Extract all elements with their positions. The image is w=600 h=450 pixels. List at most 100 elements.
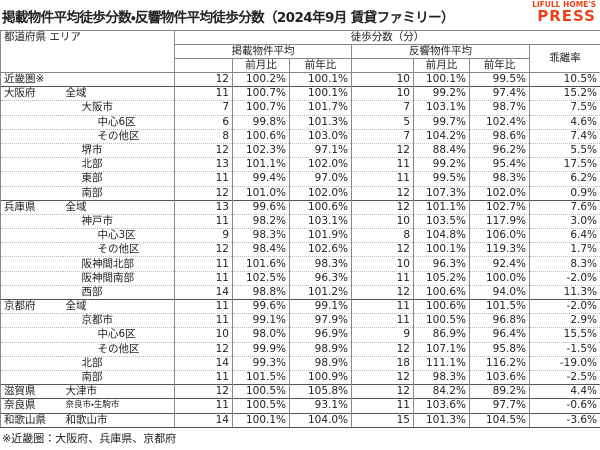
value-cell: 104.2%: [413, 128, 470, 144]
area: 全域: [62, 86, 175, 101]
prefecture: [0, 157, 63, 172]
value-cell: 103.5%: [413, 213, 470, 229]
value-cell: -1.5%: [529, 341, 600, 357]
value-cell: 11: [174, 313, 233, 328]
value-cell: 84.2%: [413, 384, 470, 399]
header-cell: 前年比: [289, 58, 352, 73]
prefecture: [0, 284, 63, 300]
header-cell: 前月比: [413, 58, 470, 73]
table-row: 阪神間北部 11 101.6% 98.3% 10 96.3% 92.4% 8.3%: [0, 256, 600, 272]
value-cell: 8: [351, 228, 414, 243]
value-cell: 107.3%: [413, 185, 470, 201]
table-row: 兵庫県 全域 13 99.6% 100.6% 12 101.1% 102.7% 7.6%: [0, 199, 600, 215]
value-cell: 10: [351, 71, 414, 87]
value-cell: 11: [174, 86, 233, 101]
value-cell: 6.4%: [529, 228, 600, 243]
area: 大阪市: [62, 100, 175, 116]
table-body: 近畿圏※ 12 100.2% 100.1% 10 100.1% 99.5% 10.5% 大阪府全…: [0, 71, 600, 428]
value-cell: 99.4%: [232, 171, 290, 186]
value-cell: 11: [351, 157, 414, 172]
value-cell: 12: [174, 185, 233, 201]
value-cell: 100.6%: [413, 284, 470, 300]
value-cell: 12: [351, 341, 414, 357]
value-cell: 12: [174, 142, 233, 158]
value-cell: 6.2%: [529, 171, 600, 186]
value-cell: 12: [351, 199, 414, 215]
value-cell: 98.3%: [289, 256, 352, 272]
value-cell: 15.2%: [529, 86, 600, 101]
area: 北部: [62, 157, 175, 172]
table-row: 東部 11 99.4% 97.0% 11 99.5% 98.3% 6.2%: [0, 171, 600, 186]
value-cell: 99.1%: [232, 313, 290, 328]
value-cell: 12: [351, 185, 414, 201]
value-cell: 98.0%: [232, 327, 290, 343]
table-row: 中心3区 9 98.3% 101.9% 8 104.8% 106.0% 6.4%: [0, 228, 600, 243]
value-cell: 100.6%: [289, 199, 352, 215]
header-cell: 掲載物件平均: [174, 44, 352, 59]
value-cell: 100.5%: [232, 398, 290, 413]
value-cell: 99.2%: [413, 86, 470, 101]
value-cell: 88.4%: [413, 142, 470, 158]
value-cell: 95.4%: [469, 157, 530, 172]
value-cell: 100.2%: [232, 71, 290, 87]
value-cell: -2.0%: [529, 298, 600, 314]
table-row: 南部 11 101.5% 100.9% 12 98.3% 103.6% -2.5%: [0, 369, 600, 385]
value-cell: 103.6%: [469, 369, 530, 385]
value-cell: 99.5%: [469, 71, 530, 87]
area: 阪神間南部: [62, 270, 175, 286]
value-cell: 9: [174, 228, 233, 243]
value-cell: 12: [351, 242, 414, 257]
value-cell: 99.3%: [232, 355, 290, 371]
area: その他区: [62, 242, 175, 257]
prefecture: [0, 341, 63, 357]
value-cell: 14: [174, 355, 233, 371]
value-cell: 97.7%: [469, 398, 530, 413]
value-cell: 86.9%: [413, 327, 470, 343]
value-cell: 98.7%: [469, 100, 530, 116]
value-cell: 11: [174, 270, 233, 286]
value-cell: 100.1%: [413, 71, 470, 87]
value-cell: 12: [351, 384, 414, 399]
value-cell: -2.0%: [529, 270, 600, 286]
footnote: ※近畿圏：大阪府、兵庫県、京都府: [2, 432, 177, 445]
value-cell: 100.1%: [289, 86, 352, 101]
value-cell: 11: [351, 171, 414, 186]
value-cell: 102.3%: [232, 142, 290, 158]
value-cell: 99.6%: [232, 199, 290, 215]
area: 南部: [62, 369, 175, 385]
value-cell: 5: [351, 114, 414, 130]
prefecture: [0, 171, 63, 186]
value-cell: 7: [174, 100, 233, 116]
value-cell: 96.4%: [469, 327, 530, 343]
value-cell: 100.6%: [413, 298, 470, 314]
header-cell: [351, 58, 414, 73]
prefecture: [0, 369, 63, 385]
value-cell: 101.6%: [232, 256, 290, 272]
table-row: 西部 14 98.8% 101.2% 12 100.6% 94.0% 11.3%: [0, 284, 600, 300]
value-cell: 1.7%: [529, 242, 600, 257]
area: 西部: [62, 284, 175, 300]
value-cell: 100.0%: [469, 270, 530, 286]
value-cell: 101.5%: [469, 298, 530, 314]
header-cell: [174, 58, 233, 73]
value-cell: -2.5%: [529, 369, 600, 385]
area: その他区: [62, 128, 175, 144]
prefecture: [0, 242, 63, 257]
table-row: その他区 12 98.4% 102.6% 12 100.1% 119.3% 1.7%: [0, 242, 600, 257]
value-cell: 119.3%: [469, 242, 530, 257]
logo: LIFULL HOME'S PRESS: [532, 1, 596, 24]
value-cell: 12: [351, 284, 414, 300]
value-cell: -19.0%: [529, 355, 600, 371]
prefecture: [0, 228, 63, 243]
value-cell: 93.1%: [289, 398, 352, 413]
value-cell: 102.0%: [289, 157, 352, 172]
prefecture: [0, 100, 63, 116]
value-cell: 104.0%: [289, 412, 352, 428]
table-row: 堺市 12 102.3% 97.1% 12 88.4% 96.2% 5.5%: [0, 142, 600, 158]
table-row: 大阪市 7 100.7% 101.7% 7 103.1% 98.7% 7.5%: [0, 100, 600, 116]
value-cell: 7.5%: [529, 100, 600, 116]
prefecture: [0, 270, 63, 286]
value-cell: 7.4%: [529, 128, 600, 144]
prefecture: [0, 313, 63, 328]
table-row: 中心6区 6 99.8% 101.3% 5 99.7% 102.4% 4.6%: [0, 114, 600, 130]
